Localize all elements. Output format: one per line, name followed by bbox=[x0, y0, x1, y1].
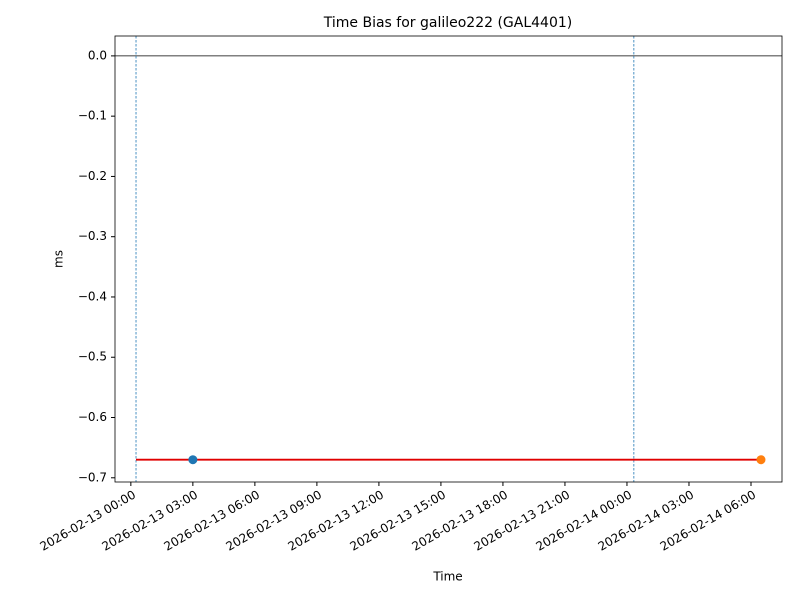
data-point bbox=[756, 455, 766, 465]
y-tick-label: −0.7 bbox=[78, 470, 107, 484]
y-tick-label: −0.2 bbox=[78, 169, 107, 183]
y-tick-label: −0.3 bbox=[78, 229, 107, 243]
y-tick-label: −0.4 bbox=[78, 289, 107, 303]
y-axis-label: ms bbox=[52, 250, 66, 268]
chart-title: Time Bias for galileo222 (GAL4401) bbox=[323, 15, 573, 31]
y-tick-label: −0.1 bbox=[78, 109, 107, 123]
y-tick-label: −0.5 bbox=[78, 350, 107, 364]
y-tick-label: −0.6 bbox=[78, 410, 107, 424]
data-point bbox=[188, 455, 198, 465]
x-axis-label: Time bbox=[432, 570, 462, 584]
plot-frame bbox=[114, 35, 783, 483]
y-tick-label: 0.0 bbox=[88, 48, 107, 62]
